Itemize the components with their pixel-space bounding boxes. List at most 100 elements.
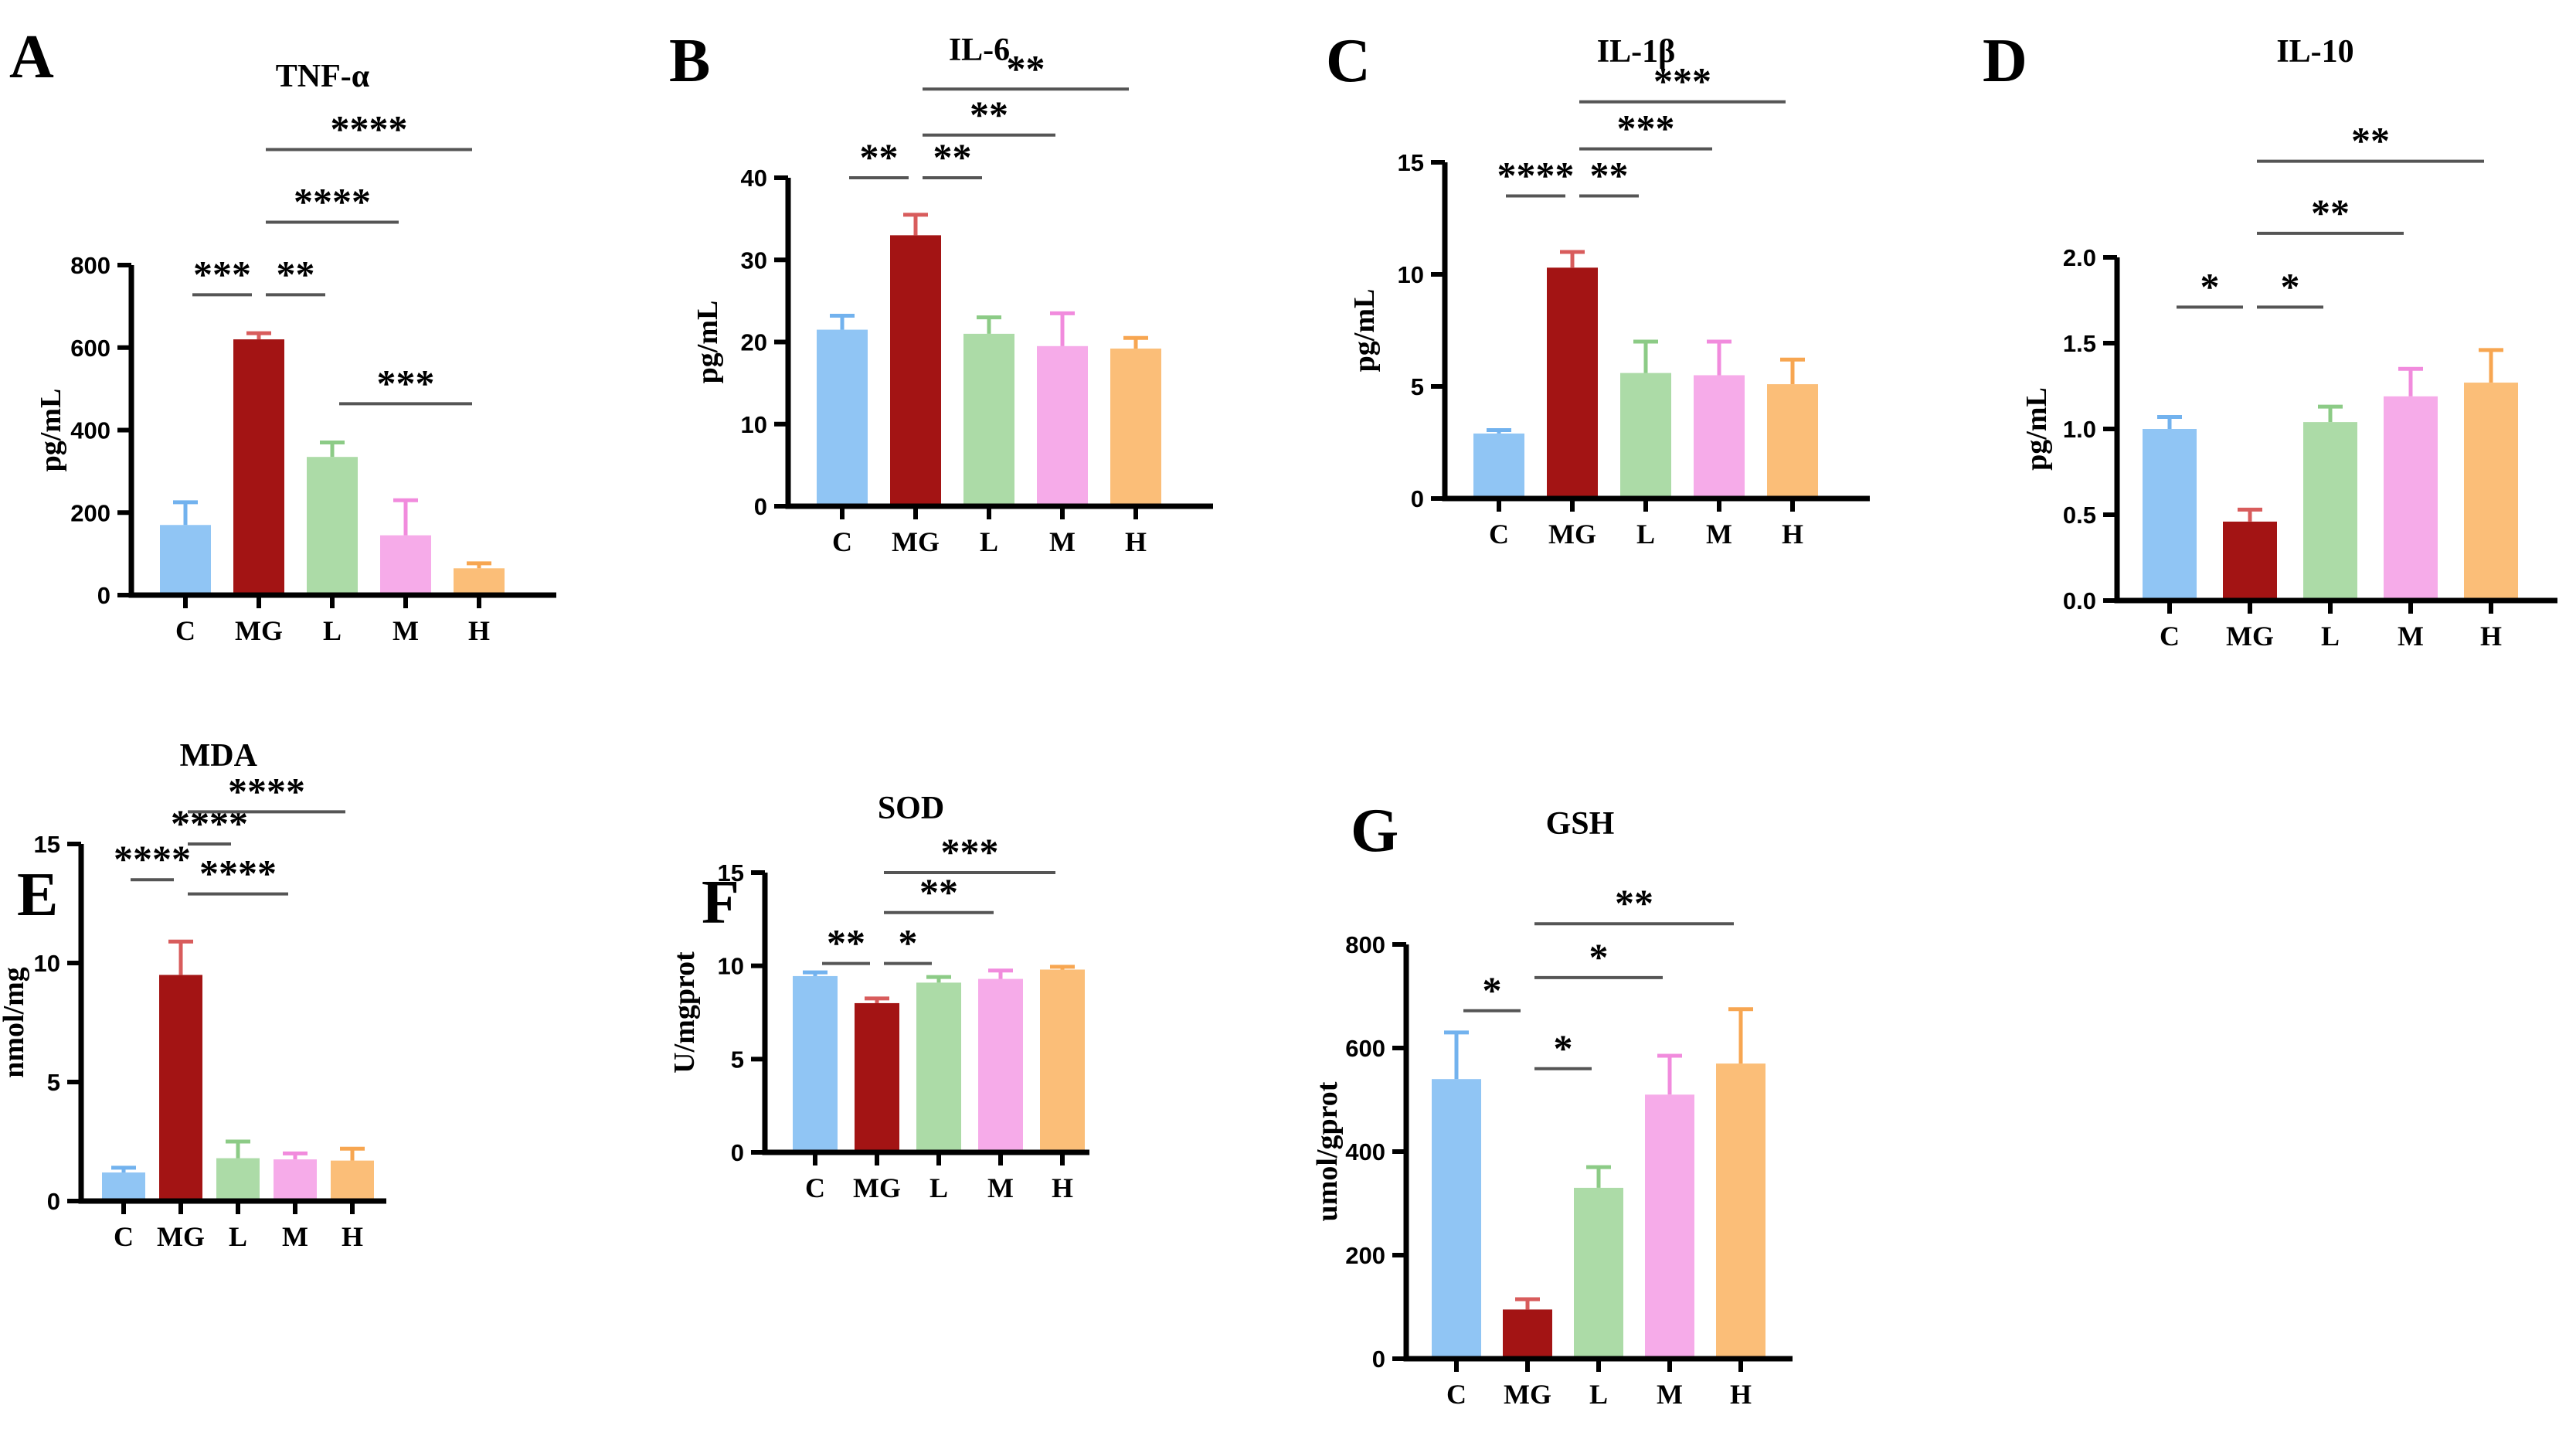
panel-A: A TNF-α pg/mL 0 200 400 600 800 C MG L M H *** ** *** **…: [0, 0, 657, 718]
x-category-label-L: L: [229, 1221, 247, 1252]
y-tick-label: 0.0: [2063, 587, 2096, 614]
y-tick-label: 10: [34, 950, 60, 977]
bar-L: [2303, 422, 2357, 601]
x-category-label-MG: MG: [1548, 519, 1596, 550]
x-category-label-L: L: [980, 526, 998, 557]
x-category-label-H: H: [342, 1221, 363, 1252]
sig-label-MG-M: **: [2311, 191, 2350, 234]
x-category-label-MG: MG: [853, 1172, 901, 1203]
sig-label-MG-H: **: [2351, 119, 2390, 162]
sig-label-MG-H: ***: [1653, 60, 1711, 103]
x-category-label-M: M: [2398, 621, 2424, 652]
empty-cell: [1970, 718, 2576, 1436]
bar-C: [817, 329, 868, 506]
sig-label-MG-M: **: [919, 870, 958, 914]
x-category-label-L: L: [1636, 519, 1655, 550]
sig-label-MG-L: *: [1554, 1026, 1573, 1070]
x-category-label-C: C: [2160, 621, 2180, 652]
x-category-label-MG: MG: [235, 615, 283, 646]
y-tick-label: 0: [47, 1188, 60, 1215]
x-category-label-MG: MG: [892, 526, 940, 557]
x-category-label-M: M: [1657, 1379, 1683, 1410]
y-tick-label: 0.5: [2063, 502, 2096, 529]
panel-letter-D: D: [1983, 27, 2027, 95]
y-tick-label: 200: [1345, 1242, 1385, 1269]
panel-C: C IL-1β pg/mL 0 5 10 15 C MG L M H **** ** *** ***: [1313, 0, 1970, 718]
x-category-label-H: H: [1782, 519, 1803, 550]
y-axis-label: U/mgprot: [668, 951, 701, 1074]
x-category-label-M: M: [393, 615, 419, 646]
y-tick-label: 0: [1372, 1346, 1385, 1373]
y-tick-label: 0: [754, 493, 767, 520]
y-tick-label: 15: [718, 859, 744, 886]
bar-C: [102, 1172, 145, 1201]
x-category-label-H: H: [1052, 1172, 1073, 1203]
chart-title: IL-1β: [1597, 34, 1675, 70]
bar-H: [1716, 1063, 1765, 1359]
chart-title: MDA: [180, 738, 258, 774]
bar-MG: [159, 975, 202, 1201]
y-axis-label: pg/mL: [692, 301, 724, 384]
panel-letter-A: A: [9, 23, 54, 91]
y-tick-label: 10: [718, 953, 744, 980]
sig-label-MG-H: **: [1007, 46, 1045, 90]
y-tick-label: 30: [741, 247, 767, 274]
sig-label-MG-H: ***: [941, 830, 999, 873]
bar-MG: [1503, 1309, 1552, 1359]
x-category-label-M: M: [282, 1221, 308, 1252]
y-tick-label: 400: [70, 417, 110, 444]
chart-title: SOD: [878, 791, 944, 826]
chart-title: GSH: [1546, 806, 1615, 842]
x-category-label-L: L: [2321, 621, 2340, 652]
y-tick-label: 5: [1411, 373, 1424, 400]
bar-C: [160, 525, 211, 595]
bar-H: [1040, 969, 1085, 1152]
sig-label-MG-L: ****: [171, 801, 248, 845]
sig-label-C-MG: *: [1483, 968, 1502, 1012]
bar-L: [1620, 373, 1671, 499]
sig-label-MG-M: ****: [199, 852, 277, 895]
panel-F: F SOD U/mgprot 0 5 10 15 C MG L M H ** * ** ***: [657, 718, 1313, 1436]
y-tick-label: 20: [741, 329, 767, 356]
bar-C: [793, 975, 838, 1152]
bar-M: [1645, 1094, 1694, 1359]
y-tick-label: 40: [741, 165, 767, 192]
bar-M: [274, 1159, 317, 1201]
x-category-label-M: M: [1049, 526, 1076, 557]
y-tick-label: 600: [70, 335, 110, 362]
panel-G: G GSH umol/gprot 0 200 400 600 800 C MG L M H * * * **: [1313, 718, 1970, 1436]
y-axis-label: umol/gprot: [1313, 1081, 1344, 1221]
sig-label-MG-H: **: [1615, 881, 1653, 924]
panel-letter-C: C: [1326, 27, 1371, 95]
y-tick-label: 200: [70, 499, 110, 526]
x-category-label-M: M: [1706, 519, 1732, 550]
y-axis-label: nmol/mg: [0, 967, 30, 1078]
y-tick-label: 0: [97, 582, 110, 609]
bar-L: [1574, 1187, 1623, 1359]
panel-letter-F: F: [702, 869, 739, 937]
bar-H: [454, 568, 505, 595]
panel-D: D IL-10 pg/mL 0.0 0.5 1.0 1.5 2.0 C MG L M H * * ** **: [1970, 0, 2576, 718]
sig-label-MG-M: **: [970, 93, 1008, 136]
sig-label-C-MG: ****: [114, 837, 191, 880]
x-category-label-C: C: [1446, 1379, 1466, 1410]
sig-label-C-MG: **: [860, 135, 899, 179]
y-tick-label: 5: [731, 1046, 744, 1073]
y-tick-label: 0: [731, 1139, 744, 1166]
x-category-label-C: C: [832, 526, 852, 557]
panel-B: B IL-6 pg/mL 0 10 20 30 40 C MG L M H ** ** ** **: [657, 0, 1313, 718]
y-tick-label: 10: [1398, 261, 1424, 288]
y-tick-label: 0: [1411, 485, 1424, 512]
y-tick-label: 15: [1398, 149, 1424, 176]
y-tick-label: 400: [1345, 1138, 1385, 1165]
x-category-label-L: L: [323, 615, 342, 646]
sig-label-MG-M: ***: [1617, 107, 1675, 150]
x-category-label-H: H: [468, 615, 490, 646]
y-tick-label: 800: [1345, 931, 1385, 958]
bar-MG: [1547, 267, 1598, 499]
bar-L: [216, 1158, 260, 1201]
